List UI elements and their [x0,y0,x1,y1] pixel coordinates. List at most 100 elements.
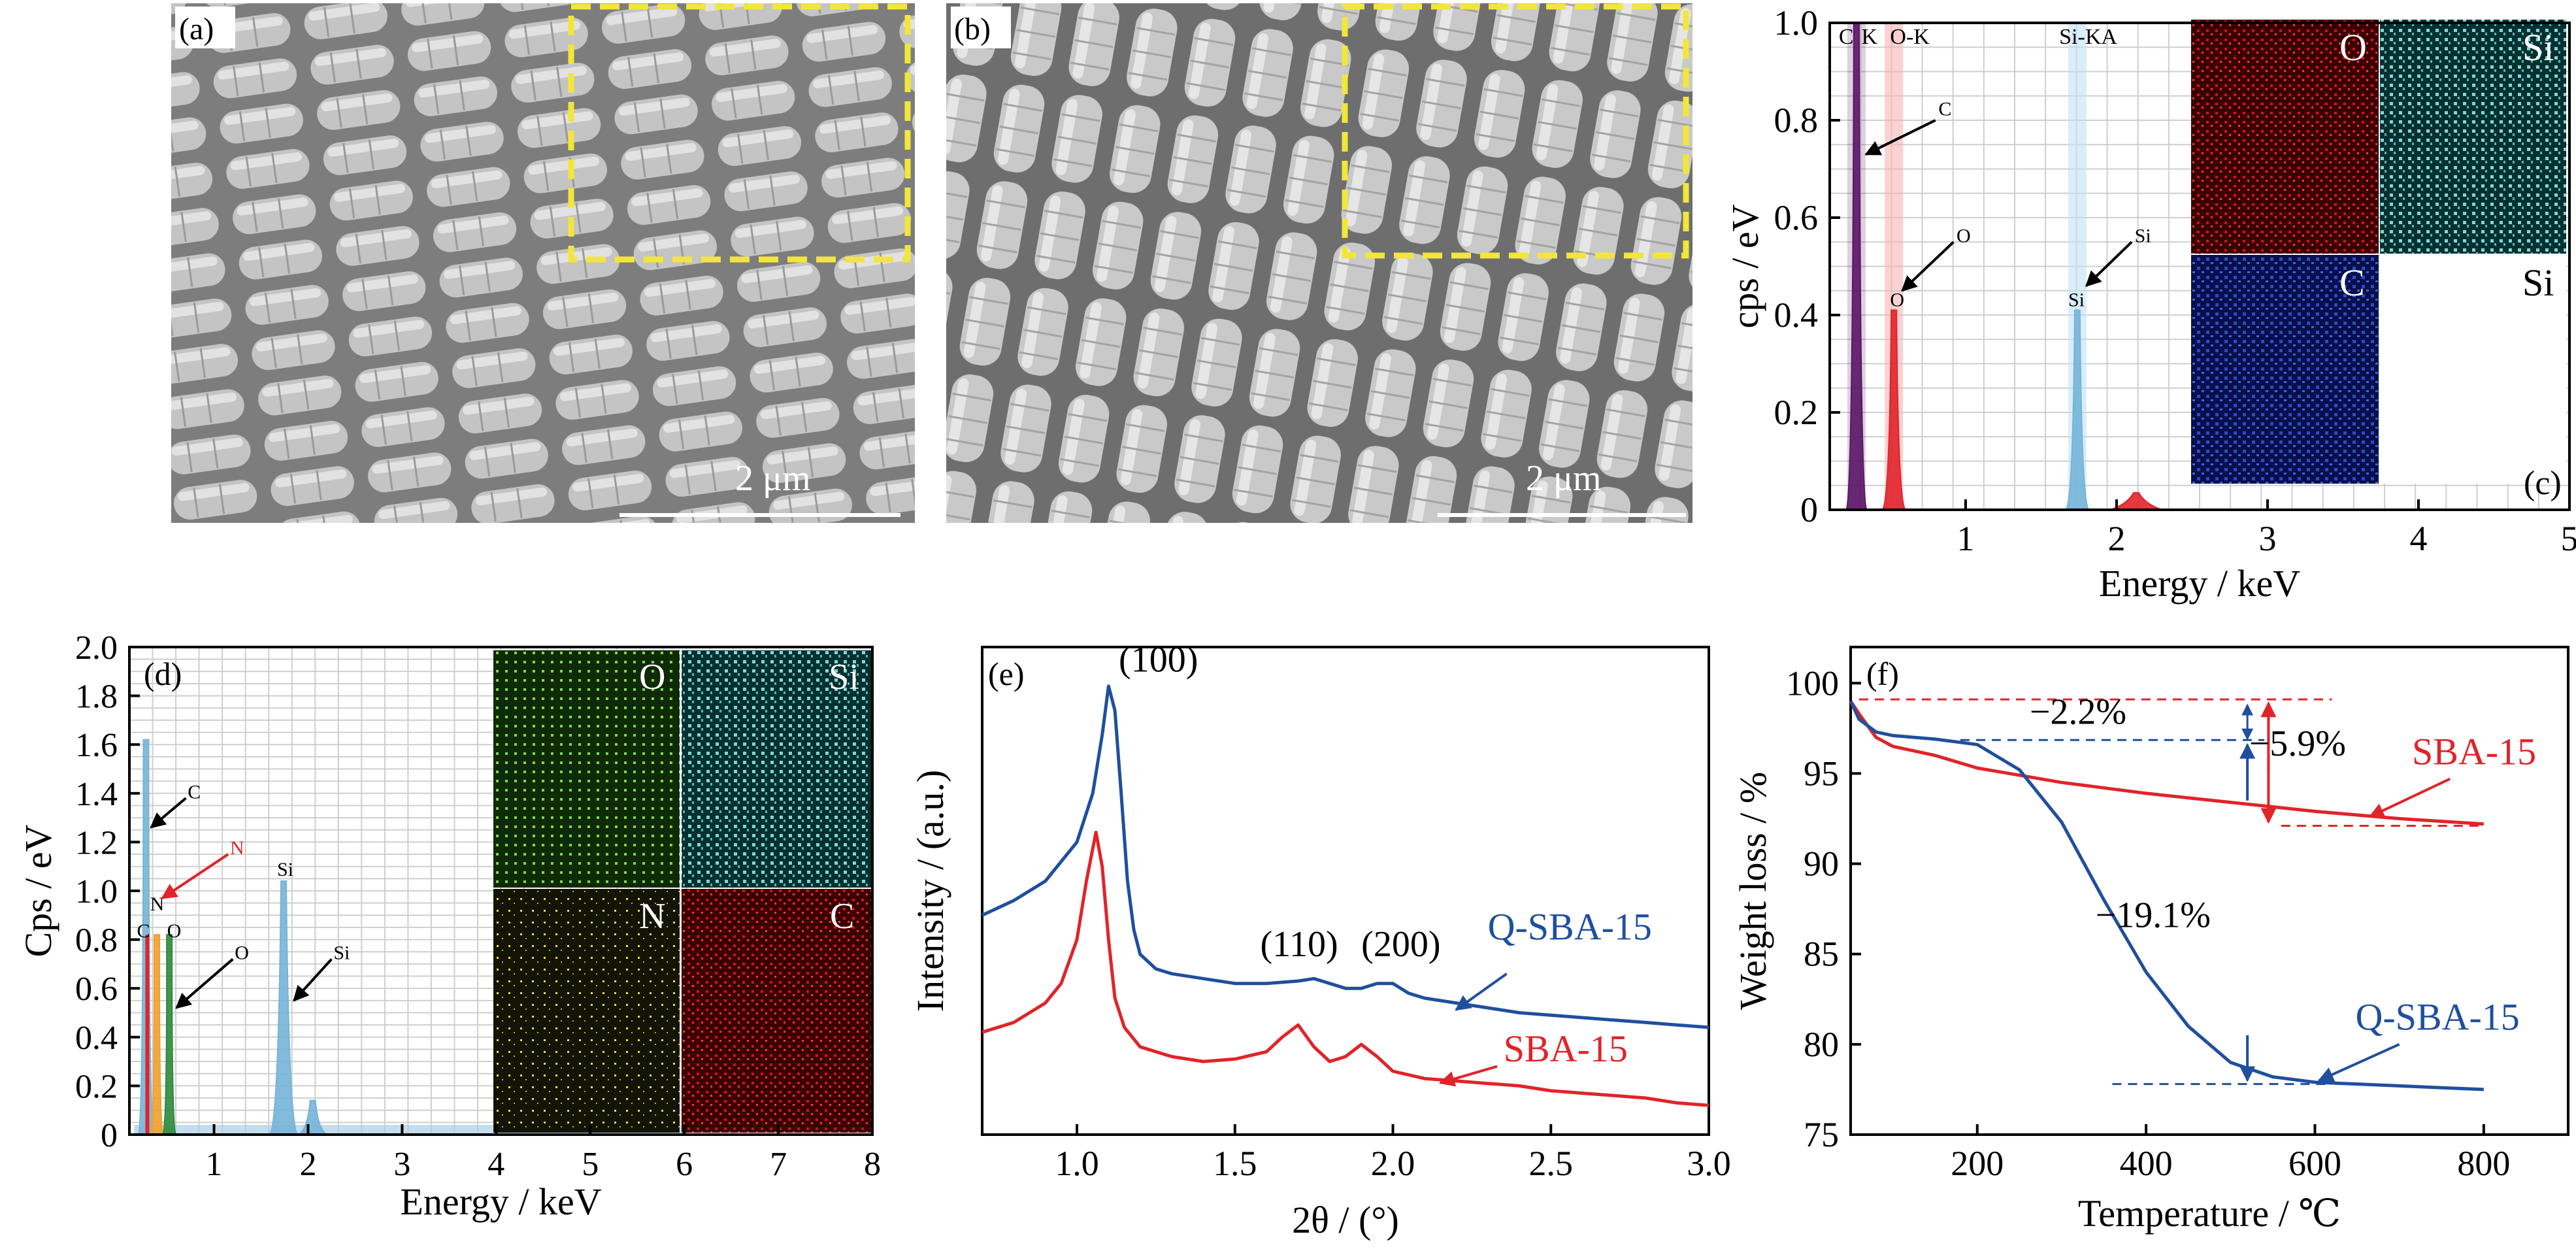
map-d-label-Si: Si [829,657,859,697]
series-line-sba-15 [1849,700,2484,826]
y-tick-label: 0.2 [1774,393,1819,432]
peak-label: Si [277,859,293,880]
panel-label-d: (d) [144,656,182,692]
panel-label-bg-b [951,7,1011,48]
peak-O [1879,309,1908,510]
peak-N [148,934,165,1135]
map-d-label-N: N [639,896,665,937]
x-tick-label: 2.5 [1529,1144,1574,1183]
y-tick-label: 0.6 [1774,198,1819,237]
map-c-label-O: O [2339,26,2367,69]
panel-label-bg-a [175,7,235,48]
x-tick-label: 200 [1951,1144,2004,1183]
x-tick-label: 2.0 [1371,1144,1415,1183]
x-axis-label: Energy / keV [2099,562,2300,605]
y-tick-label: 0.4 [1774,295,1819,335]
x-tick-label: 400 [2120,1144,2173,1183]
y-axis-label: Intensity / (a.u.) [909,770,951,1012]
peak-label: (110) [1260,924,1338,965]
series-line-sba-15 [982,831,1709,1107]
peak-O [161,934,178,1135]
map-c-label-Si: Si [2522,26,2554,69]
y-tick-label: 0.6 [75,971,118,1008]
y-axis-label: Cps / eV [17,824,59,957]
map-c-Si [2380,20,2566,254]
legend-arrow-q [1455,973,1508,1011]
peak-label: O [167,920,182,942]
map-d-N [493,889,680,1133]
y-tick-label: 1.2 [75,824,118,861]
y-tick-label: 1.4 [75,776,118,813]
legend-arrow-s [1438,1065,1498,1087]
annotation: C [188,781,201,803]
panel-label-b: (b) [954,12,991,46]
y-tick-label: 90 [1804,844,1839,884]
sem-inset-b [1342,3,1689,259]
panel-e: 1.0 1.5 2.0 2.5 3.0 2θ / (°) Intensity / (a.u.… [909,640,1731,1241]
annotation: −5.9% [2249,724,2346,764]
map-c-C [2191,255,2379,484]
annotation: O [1890,290,1904,311]
map-c-blank [2380,255,2566,484]
series-line-q-sba-15 [1849,700,2484,1091]
annotation: Si [2068,290,2085,311]
axes: 200 400 600 800 75 80 85 90 95 100 Temperature / ℃… [1732,646,2569,1235]
y-tick-label: 2.0 [75,629,118,667]
map-c-label-C: C [2339,261,2365,304]
x-tick-label: 1.0 [1055,1144,1099,1183]
y-tick-label: 80 [1804,1025,1839,1064]
y-tick-label: 1.0 [75,873,118,910]
panel-b: (b) 2 μm [946,3,1693,523]
peak-label: (100) [1119,640,1198,680]
panel-a: (a) 2 μm [171,3,915,523]
x-tick-label: 8 [864,1146,881,1183]
legend-arrow-q [2317,1043,2400,1082]
axes: 1.0 1.5 2.0 2.5 3.0 2θ / (°) Intensity / (a.u.… [909,646,1731,1241]
x-tick-label: 600 [2288,1144,2341,1183]
map-c-O [2191,20,2379,254]
panel-label-a: (a) [179,12,214,46]
x-axis-label: 2θ / (°) [1292,1199,1399,1241]
y-tick-label: 0 [101,1117,118,1154]
x-tick-label: 1 [206,1146,223,1183]
y-tick-label: 0 [1800,490,1818,529]
plot-frame [1849,646,2569,1136]
x-axis-label: Energy / keV [400,1180,601,1223]
plot-frame [1828,22,2571,511]
panel-label-c: (c) [2524,465,2562,502]
axes: 1 2 3 4 5 0 0.2 0.4 0.6 0.8 1.0 Energy / keV cps / e… [1724,3,2576,605]
x-tick-label: 3 [393,1146,410,1183]
line-label: Si-KA [2059,25,2117,49]
y-axis-label: Weight loss / % [1732,772,1774,1010]
line-label: K [1862,25,1878,49]
arrow-si [2085,241,2133,287]
x-tick-label: 3 [2258,519,2276,558]
scale-bar-label-b: 2 μm [1526,458,1602,499]
y-tick-label: 0.8 [1774,101,1819,140]
legend-arrow-s [2368,777,2451,818]
annotation: Si [333,942,350,963]
arrow-c [150,797,187,829]
map-d-label-O: O [639,657,665,697]
annotation: N [230,837,244,859]
legend-sba-15: SBA-15 [1504,1027,1628,1070]
x-tick-label: 2 [2107,519,2125,558]
series-line-q-sba-15 [981,684,1709,1029]
legend-q-sba-15: Q-SBA-15 [2355,996,2519,1039]
y-tick-label: 0.8 [75,922,118,959]
peak-minor [295,1099,330,1135]
peak-C-line [145,935,150,1135]
x-tick-label: 2 [299,1146,316,1183]
peak-label: (200) [1361,924,1440,965]
arrow-o [1901,241,1955,292]
x-axis-label: Temperature / ℃ [2078,1192,2341,1235]
y-axis-label: cps / eV [1724,204,1766,328]
scale-bar-label-a: 2 μm [735,458,811,499]
y-tick-label: 75 [1804,1115,1839,1154]
annotation: O [1957,225,1971,246]
arrow-si [293,958,333,1002]
annotation: −19.1% [2096,895,2211,935]
